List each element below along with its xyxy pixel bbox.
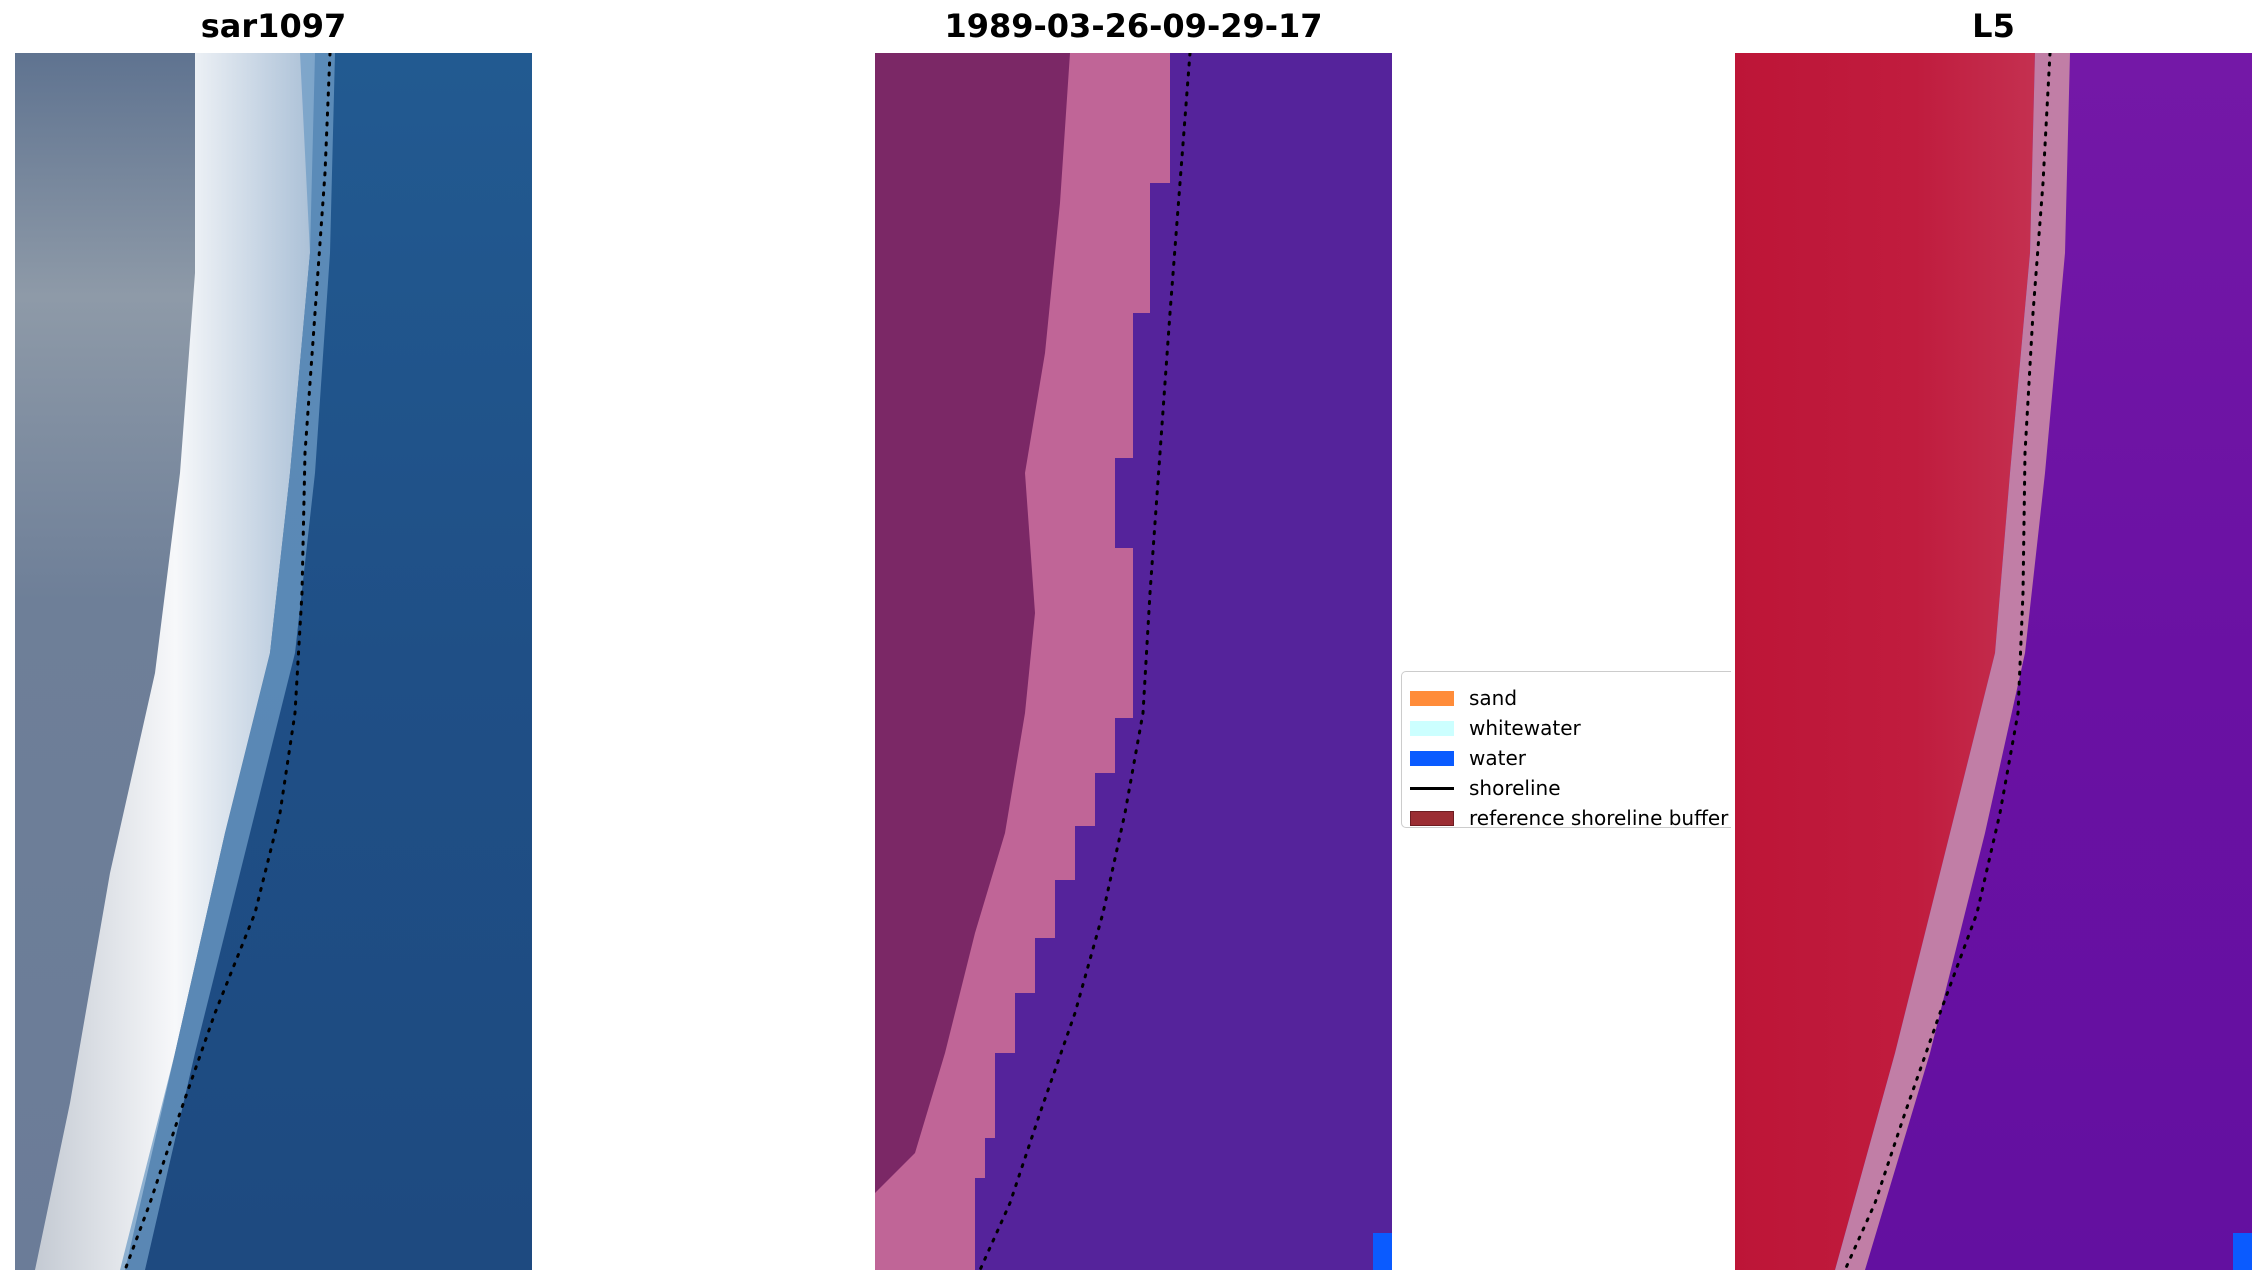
index-land-area: [1735, 53, 2035, 1270]
legend-label-water: water: [1469, 746, 1526, 770]
legend-label-reference-buffer: reference shoreline buffer: [1469, 806, 1729, 828]
legend-swatch-whitewater: [1410, 720, 1454, 736]
classified-image-panel: [875, 53, 1392, 1270]
rgb-image: [15, 53, 532, 1270]
rgb-transition-band: [120, 53, 335, 1270]
legend-item-reference-buffer: reference shoreline buffer: [1410, 803, 1729, 828]
classified-sand-band: [875, 53, 1170, 1270]
rgb-land-area: [15, 53, 215, 1270]
panel-title-index: L5: [1972, 7, 2015, 45]
legend-label-whitewater: whitewater: [1469, 716, 1581, 740]
classified-shoreline: [978, 53, 1192, 1270]
panel-title-classified: 1989-03-26-09-29-17: [944, 7, 1323, 45]
legend-label-shoreline: shoreline: [1469, 776, 1561, 800]
classified-water-pixel: [1373, 1233, 1392, 1270]
index-water-pixel: [2233, 1233, 2252, 1270]
legend-item-shoreline: shoreline: [1410, 773, 1561, 803]
legend-item-whitewater: whitewater: [1410, 713, 1581, 743]
classified-image: [875, 53, 1392, 1270]
panel-title-rgb: sar1097: [200, 7, 347, 45]
index-image: [1735, 53, 2252, 1270]
legend-item-sand: sand: [1410, 683, 1517, 713]
rgb-image-panel: [15, 53, 532, 1270]
index-transition-band: [1835, 53, 2070, 1270]
rgb-whitewater-band: [35, 53, 315, 1270]
legend: sand whitewater water shoreline referenc…: [1401, 671, 1731, 828]
index-shoreline: [1843, 53, 2052, 1270]
rgb-shoreline: [123, 53, 332, 1270]
legend-item-water: water: [1410, 743, 1526, 773]
index-image-panel: [1735, 53, 2252, 1270]
legend-swatch-sand: [1410, 690, 1454, 706]
legend-swatch-reference-buffer: [1410, 810, 1454, 826]
legend-swatch-water: [1410, 750, 1454, 766]
legend-label-sand: sand: [1469, 686, 1518, 710]
legend-line-shoreline: [1410, 786, 1454, 790]
